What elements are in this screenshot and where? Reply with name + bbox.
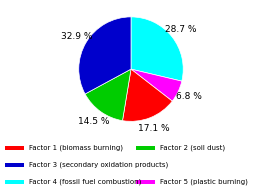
- Text: Factor 3 (secondary oxidation products): Factor 3 (secondary oxidation products): [29, 162, 168, 168]
- Wedge shape: [79, 17, 131, 94]
- Text: Factor 1 (biomass burning): Factor 1 (biomass burning): [29, 144, 123, 151]
- Wedge shape: [131, 69, 182, 101]
- Wedge shape: [123, 69, 172, 121]
- Wedge shape: [131, 17, 183, 81]
- Text: 32.9 %: 32.9 %: [61, 32, 92, 41]
- Text: Factor 2 (soil dust): Factor 2 (soil dust): [160, 144, 225, 151]
- Text: 17.1 %: 17.1 %: [138, 124, 170, 133]
- Text: 6.8 %: 6.8 %: [176, 92, 201, 101]
- Text: Factor 5 (plastic burning): Factor 5 (plastic burning): [160, 179, 248, 185]
- Text: 14.5 %: 14.5 %: [78, 117, 110, 126]
- Text: 28.7 %: 28.7 %: [165, 25, 197, 34]
- Wedge shape: [85, 69, 131, 121]
- Text: Factor 4 (fossil fuel combustion): Factor 4 (fossil fuel combustion): [29, 179, 141, 185]
